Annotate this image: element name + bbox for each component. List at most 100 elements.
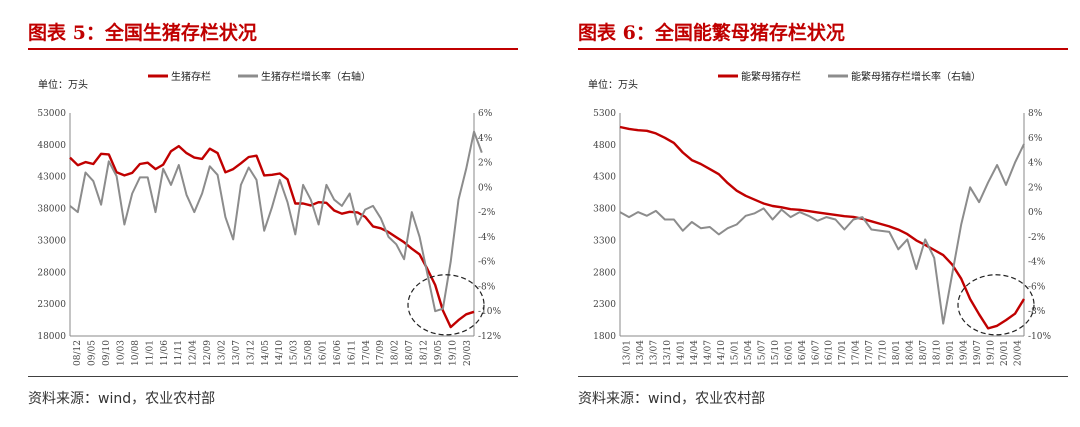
x-tick-label: 14/07 bbox=[704, 340, 714, 366]
x-tick-label: 15/08 bbox=[304, 340, 314, 366]
y-left-tick-label: 38000 bbox=[37, 205, 66, 215]
y-left-tick-label: 23000 bbox=[37, 300, 66, 310]
x-tick-label: 16/06 bbox=[333, 340, 343, 366]
y-right-tick-label: -12% bbox=[478, 332, 501, 342]
x-tick-label: 17/07 bbox=[865, 340, 875, 366]
x-tick-label: 16/04 bbox=[798, 340, 808, 366]
x-tick-label: 13/07 bbox=[232, 340, 242, 366]
x-tick-label: 19/04 bbox=[959, 340, 969, 366]
y-right-tick-label: -6% bbox=[1028, 282, 1046, 292]
y-left-tick-label: 33000 bbox=[37, 236, 66, 246]
x-tick-label: 17/10 bbox=[879, 340, 889, 366]
x-tick-label: 15/01 bbox=[730, 340, 740, 366]
title-rule-2 bbox=[578, 48, 1068, 50]
series-line-secondary bbox=[619, 143, 1025, 325]
x-tick-label: 10/08 bbox=[131, 340, 141, 366]
unit-label: 单位：万头 bbox=[588, 78, 638, 91]
y-left-tick-label: 4300 bbox=[593, 173, 616, 183]
x-tick-label: 18/12 bbox=[420, 340, 430, 366]
y-right-tick-label: -2% bbox=[1028, 233, 1046, 243]
chart-panel-1: 图表 5：全国生猪存栏状况 单位：万头 生猪存栏 生猪存栏增长率（右轴） 18000 2… bbox=[0, 0, 530, 427]
chart-title-1: 图表 5：全国生猪存栏状况 bbox=[28, 22, 257, 44]
y-right-tick-label: -10% bbox=[478, 307, 501, 317]
title-rule-1 bbox=[28, 48, 518, 50]
x-tick-label: 15/07 bbox=[757, 340, 767, 366]
x-tick-label: 20/03 bbox=[463, 340, 473, 366]
y-left-tick-label: 28000 bbox=[37, 268, 66, 278]
x-tick-label: 12/04 bbox=[189, 340, 199, 366]
x-tick-label: 15/03 bbox=[290, 340, 300, 366]
x-tick-label: 18/04 bbox=[906, 340, 916, 366]
chart-title-2: 图表 6：全国能繁母猪存栏状况 bbox=[578, 22, 845, 44]
y-right-tick-label: -8% bbox=[478, 282, 496, 292]
y-right-tick-label: 6% bbox=[1028, 134, 1043, 144]
source-note-1: 资料来源：wind，农业农村部 bbox=[28, 391, 216, 407]
x-tick-label: 14/10 bbox=[275, 340, 285, 366]
line-chart-1: 单位：万头 生猪存栏 生猪存栏增长率（右轴） 18000 23000 28000 33000… bbox=[37, 70, 501, 366]
legend-label-secondary: 生猪存栏增长率（右轴） bbox=[261, 70, 371, 83]
legend-label-primary: 能繁母猪存栏 bbox=[741, 70, 801, 83]
x-tick-label: 14/01 bbox=[677, 340, 687, 366]
unit-label: 单位：万头 bbox=[38, 78, 88, 91]
y-right-tick-label: -4% bbox=[1028, 258, 1046, 268]
x-tick-label: 19/10 bbox=[448, 340, 458, 366]
x-tick-label: 13/12 bbox=[246, 340, 256, 366]
x-tick-label: 17/01 bbox=[838, 340, 848, 366]
y-right-tick-label: 8% bbox=[1028, 109, 1043, 119]
y-left-tick-label: 4800 bbox=[593, 141, 616, 151]
y-left-tick-label: 3800 bbox=[593, 205, 616, 215]
y-left-tick-label: 3300 bbox=[593, 236, 616, 246]
x-tick-label: 13/04 bbox=[636, 340, 646, 366]
x-tick-label: 16/11 bbox=[347, 340, 357, 366]
x-tick-label: 16/07 bbox=[811, 340, 821, 366]
x-tick-label: 18/07 bbox=[405, 340, 415, 366]
x-tick-label: 17/04 bbox=[852, 340, 862, 366]
x-tick-label: 13/01 bbox=[623, 340, 633, 366]
y-right-tick-label: 0% bbox=[1028, 208, 1043, 218]
x-tick-label: 18/01 bbox=[892, 340, 902, 366]
x-tick-label: 14/10 bbox=[717, 340, 727, 366]
x-tick-label: 15/10 bbox=[771, 340, 781, 366]
x-tick-label: 15/04 bbox=[744, 340, 754, 366]
x-tick-label: 12/09 bbox=[203, 340, 213, 366]
y-right-tick-label: -6% bbox=[478, 258, 496, 268]
y-left-tick-label: 2300 bbox=[593, 300, 616, 310]
y-left-tick-label: 18000 bbox=[37, 332, 66, 342]
annotation-circle bbox=[407, 274, 485, 336]
y-left-tick-label: 2800 bbox=[593, 268, 616, 278]
x-tick-label: 20/04 bbox=[1013, 340, 1023, 366]
series-line-primary bbox=[619, 125, 1026, 330]
y-right-tick-label: -8% bbox=[1028, 307, 1046, 317]
x-tick-label: 08/12 bbox=[73, 340, 83, 366]
x-tick-label: 17/09 bbox=[376, 340, 386, 366]
y-left-tick-label: 53000 bbox=[37, 109, 66, 119]
x-tick-label: 14/05 bbox=[261, 340, 271, 366]
y-right-tick-label: -4% bbox=[478, 233, 496, 243]
series-line-secondary bbox=[69, 130, 483, 313]
line-chart-2: 单位：万头 能繁母猪存栏 能繁母猪存栏增长率（右轴） 1800 2300 2800 3300… bbox=[588, 70, 1051, 366]
y-left-tick-label: 1800 bbox=[593, 332, 616, 342]
x-tick-label: 19/05 bbox=[434, 340, 444, 366]
x-tick-label: 17/04 bbox=[362, 340, 372, 366]
x-tick-label: 18/02 bbox=[391, 340, 401, 366]
x-tick-label: 14/04 bbox=[690, 340, 700, 366]
x-tick-label: 16/10 bbox=[825, 340, 835, 366]
x-tick-label: 09/05 bbox=[88, 340, 98, 366]
y-right-tick-label: 2% bbox=[478, 159, 493, 169]
x-tick-label: 19/07 bbox=[973, 340, 983, 366]
x-tick-label: 19/10 bbox=[986, 340, 996, 366]
series-line-primary bbox=[69, 144, 475, 329]
x-tick-label: 10/03 bbox=[117, 340, 127, 366]
source-note-2: 资料来源：wind，农业农村部 bbox=[578, 391, 766, 407]
x-tick-label: 16/01 bbox=[784, 340, 794, 366]
y-left-tick-label: 43000 bbox=[37, 173, 66, 183]
x-tick-label: 11/01 bbox=[145, 340, 155, 366]
x-tick-label: 18/07 bbox=[919, 340, 929, 366]
y-right-tick-label: 4% bbox=[478, 134, 493, 144]
x-tick-label: 13/07 bbox=[650, 340, 660, 366]
y-right-tick-label: 6% bbox=[478, 109, 493, 119]
x-tick-label: 13/10 bbox=[663, 340, 673, 366]
annotation-circle bbox=[957, 274, 1035, 336]
x-tick-label: 19/01 bbox=[946, 340, 956, 366]
x-tick-label: 11/11 bbox=[174, 340, 184, 366]
